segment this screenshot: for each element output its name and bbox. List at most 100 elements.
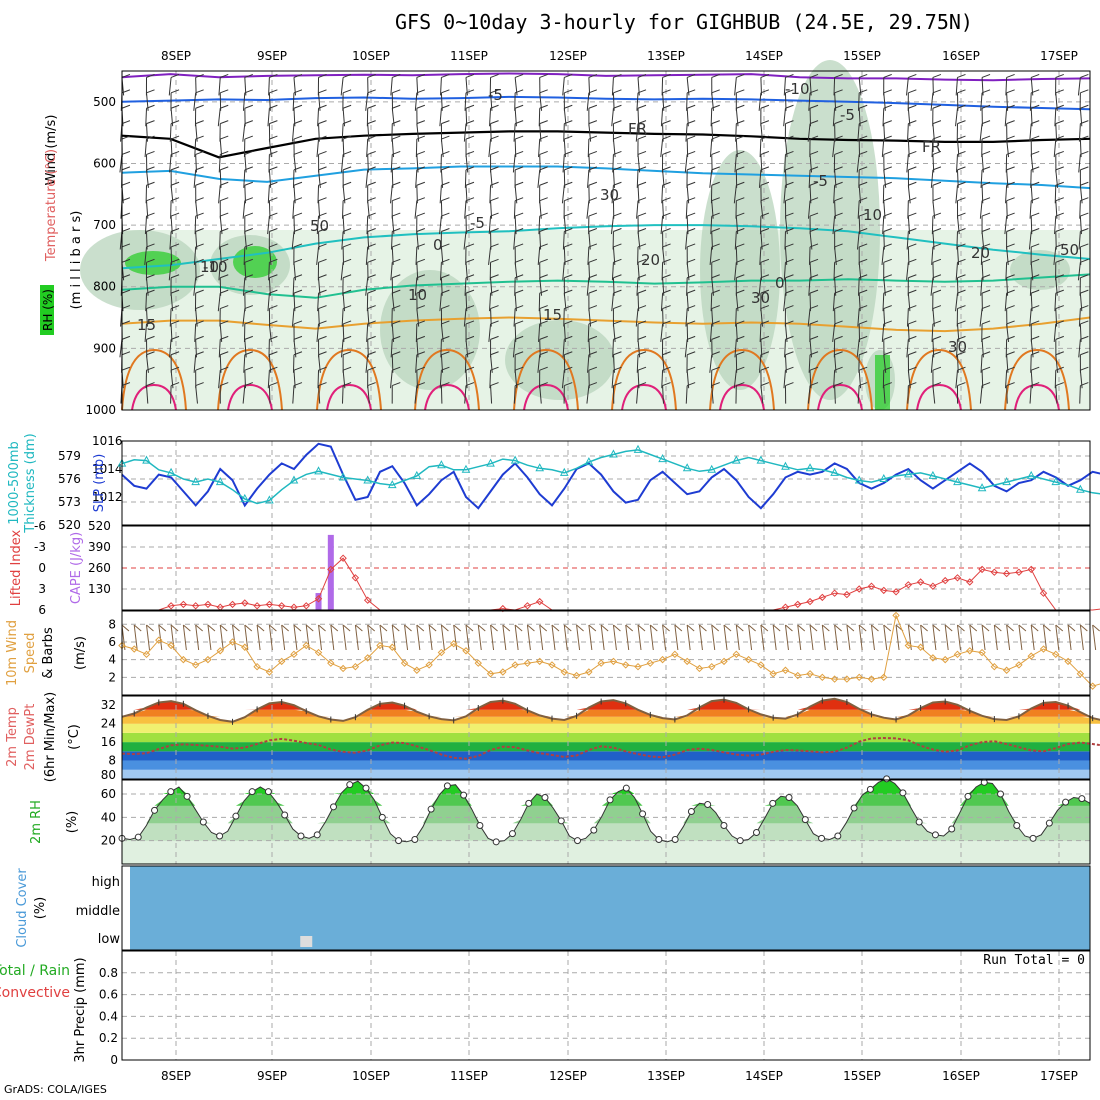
wind-barb-staff: [882, 108, 885, 127]
wind-barb-flag: [981, 197, 991, 202]
wind-barb-flag: [809, 89, 819, 94]
wind-barb-flag: [244, 135, 253, 140]
wind-barb-flag: [244, 212, 253, 217]
wind-barb-flag: [564, 120, 573, 125]
wind-barb-flag: [637, 212, 647, 217]
wind-barb-flag: [686, 104, 696, 109]
wind-barb-flag: [1006, 228, 1015, 232]
wind-barb-staff: [980, 169, 983, 188]
wind-barb-flag: [859, 335, 868, 340]
wind-barb-flag: [244, 197, 253, 202]
wind-barb-staff: [490, 385, 493, 404]
wind-barb-flag: [711, 228, 720, 232]
wind-barb-staff: [292, 92, 295, 111]
wind-barb-staff: [932, 385, 936, 404]
thickness-marker: [437, 460, 446, 469]
surface-wind-barb: [1018, 624, 1023, 651]
wind-speed-marker: [978, 648, 986, 657]
wind-barb-flag: [244, 73, 253, 78]
wind-barb-flag: [539, 150, 548, 155]
wind-barb-flag: [564, 212, 573, 217]
wind-barb-flag: [269, 243, 278, 248]
wind-barb-flag: [146, 181, 155, 186]
wind-barb-flag: [932, 181, 942, 186]
wind-speed-marker: [253, 662, 261, 671]
wind-barb-staff: [711, 385, 714, 404]
wind-barb-flag: [121, 258, 131, 263]
wind-barb-flag: [564, 135, 573, 140]
wind-barb-flag: [809, 305, 819, 310]
wind-barb-flag: [736, 89, 745, 94]
cape-ylabel: CAPE (J/kg): [69, 532, 84, 604]
wind-speed-marker: [1027, 652, 1035, 660]
wind-barb-flag: [146, 104, 155, 109]
wind-barb-staff: [906, 231, 909, 250]
wind-barb-flag: [244, 382, 253, 387]
wind-barb-flag: [490, 181, 499, 186]
wind-barb-flag: [1080, 335, 1089, 340]
wind-barb-staff: [759, 323, 762, 342]
wind-barb-staff: [440, 339, 442, 358]
wind-barb-flag: [859, 166, 868, 171]
wind-barb-flag: [932, 274, 942, 279]
wind-barb-flag: [367, 382, 376, 387]
wind-barb-flag: [1055, 258, 1064, 263]
wind-barb-staff: [340, 154, 344, 173]
upper-air-ylabel-temperature: Temperature (°C): [44, 149, 59, 262]
wind-barb-staff: [955, 293, 958, 312]
wind-barb-flag: [785, 274, 794, 279]
rh-marker: [297, 832, 305, 840]
lifted-index-marker: [277, 602, 286, 610]
rh-marker: [720, 822, 728, 829]
wind-barb-flag: [490, 197, 499, 202]
wind-barb-flag: [637, 135, 647, 140]
wind-barb-staff: [611, 293, 614, 312]
surface-wind-barb: [600, 624, 605, 651]
wind-barb-flag: [662, 351, 671, 356]
wind-barb-flag: [416, 258, 426, 263]
surface-wind-barb-flag: [256, 624, 265, 632]
wind-barb-flag: [908, 166, 917, 171]
wind-barb-flag: [908, 351, 917, 356]
wind-barb-flag: [883, 73, 892, 78]
surface-wind-barb: [146, 624, 151, 651]
wind-barb-flag: [170, 197, 180, 202]
temperature-band: [122, 751, 1090, 761]
isotherm-loop-30: [719, 383, 765, 411]
wind-barb-flag: [490, 228, 499, 232]
wind-barb-flag: [981, 274, 991, 279]
wind-barb-flag: [613, 181, 622, 186]
wind-barb-flag: [957, 335, 966, 340]
wind-barb-staff: [955, 262, 958, 281]
rh-marker: [736, 837, 744, 845]
wind-barb-staff: [538, 139, 541, 158]
wind-barb-flag: [441, 366, 450, 371]
thickness-marker: [682, 463, 692, 472]
wind-barb-flag: [269, 351, 278, 356]
surface-wind-barb-flag: [846, 624, 855, 632]
wind-barb-staff: [906, 262, 909, 281]
wind-barb-flag: [785, 258, 794, 263]
wind-barb-flag: [220, 73, 229, 78]
isotherm-line: [121, 165, 1091, 190]
wind-barb-flag: [1031, 366, 1040, 371]
wind-speed-marker: [855, 673, 863, 682]
wind-barb-flag: [981, 135, 991, 140]
wind-barb-flag: [342, 320, 352, 325]
wind-barb-staff: [833, 77, 836, 96]
wind-barb-flag: [662, 320, 671, 325]
wind-barb-staff: [390, 154, 393, 173]
lifted-index-marker: [499, 604, 507, 613]
wind-barb-flag: [121, 320, 131, 325]
wind-barb-staff: [611, 262, 614, 281]
wind-barb-flag: [416, 181, 426, 186]
wind-barb-flag: [244, 243, 253, 248]
rh-marker: [492, 838, 500, 846]
wind-barb-flag: [441, 197, 450, 202]
wind-barb-staff: [635, 308, 639, 327]
rh-marker: [980, 778, 988, 786]
wind-barb-staff: [562, 231, 565, 250]
wind-barb-flag: [146, 258, 155, 263]
wind-barb-flag: [318, 382, 327, 387]
wind-barb-flag: [736, 320, 745, 325]
